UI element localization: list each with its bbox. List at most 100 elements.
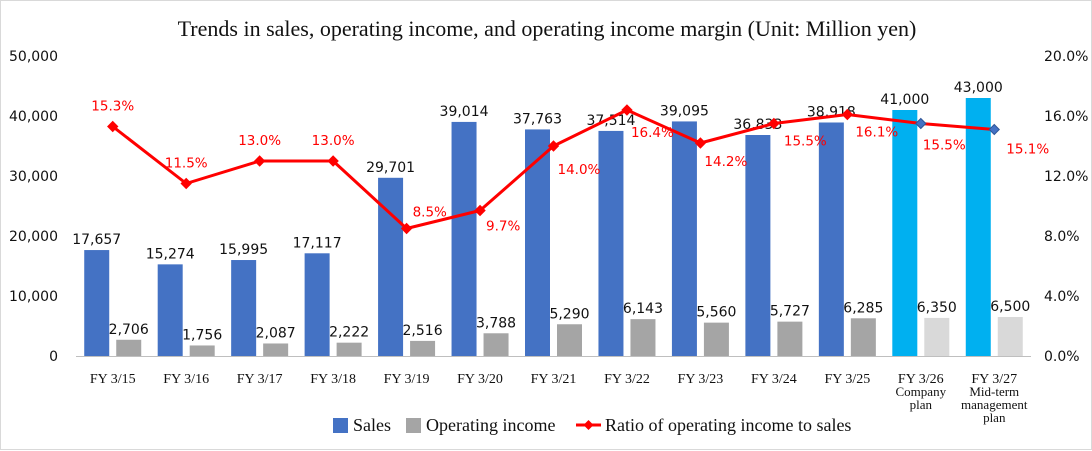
sales-data-label: 17,657 [72, 232, 121, 248]
chart-title: Trends in sales, operating income, and o… [178, 16, 917, 41]
sales-bar [231, 260, 257, 356]
operating-income-data-label: 6,500 [990, 299, 1030, 315]
sales-bar [451, 121, 477, 356]
ratio-marker [621, 104, 633, 116]
ratio-data-label: 14.2% [704, 154, 747, 170]
sales-bar [525, 129, 550, 356]
legend-label-operating-income: Operating income [426, 415, 555, 435]
x-tick-label: FY 3/24 [751, 372, 797, 387]
x-tick-label: FY 3/22 [604, 372, 650, 387]
ratio-marker [474, 204, 486, 217]
ratio-marker [768, 117, 780, 130]
y-left-tick-label: 30,000 [9, 169, 58, 185]
operating-income-bar [924, 317, 950, 356]
sales-data-label: 15,274 [146, 246, 195, 262]
sales-bar [304, 253, 330, 356]
sales-bar [598, 130, 624, 356]
operating-income-data-label: 6,350 [917, 300, 957, 316]
sales-bar [818, 122, 844, 356]
ratio-marker [400, 222, 413, 235]
sales-bar [745, 135, 771, 356]
operating-income-bar [557, 324, 582, 356]
operating-income-data-label: 2,222 [329, 325, 369, 341]
ratio-marker [694, 137, 707, 149]
ratio-data-label: 16.4% [631, 125, 674, 141]
x-tick-label: FY 3/18 [310, 372, 356, 387]
ratio-data-label: 8.5% [413, 205, 447, 221]
operating-income-data-label: 6,143 [623, 301, 663, 317]
operating-income-data-label: 2,087 [256, 325, 296, 341]
x-tick-label: plan [983, 410, 1006, 425]
legend-swatch-sales [333, 418, 348, 433]
operating-income-data-label: 2,706 [109, 322, 149, 338]
operating-income-data-label: 3,788 [476, 315, 516, 331]
operating-income-data-label: 1,756 [182, 327, 222, 343]
operating-income-data-label: 2,516 [403, 323, 443, 339]
ratio-data-label: 13.0% [238, 133, 281, 149]
sales-data-label: 39,014 [440, 104, 489, 120]
x-tick-label: FY 3/26 [898, 372, 944, 387]
x-tick-label: FY 3/21 [531, 372, 577, 387]
operating-income-bar [777, 321, 803, 356]
x-tick-label: FY 3/16 [163, 372, 209, 387]
sales-bar [892, 110, 918, 356]
x-tick-label: FY 3/17 [237, 372, 283, 387]
operating-income-data-label: 5,290 [549, 306, 589, 322]
y-left-tick-label: 0 [49, 349, 58, 365]
operating-income-bar [263, 343, 289, 356]
sales-data-label: 15,995 [219, 242, 268, 258]
x-tick-label: FY 3/25 [824, 372, 870, 387]
legend-label-sales: Sales [353, 415, 391, 435]
y-right-tick-label: 0.0% [1044, 349, 1080, 365]
y-right-tick-label: 8.0% [1044, 229, 1080, 245]
x-axis-labels: FY 3/15 FY 3/16 FY 3/17 FY 3/18 FY 3/19 FY 3/… [90, 372, 1028, 425]
x-tick-label: FY 3/20 [457, 372, 503, 387]
operating-income-bar [410, 340, 436, 356]
sales-data-label: 39,095 [660, 103, 709, 119]
operating-income-data-label: 5,727 [770, 304, 810, 320]
ratio-data-label: 15.5% [784, 134, 827, 150]
x-tick-label: management [961, 397, 1028, 412]
y-axis-left: 0 10,000 20,000 30,000 40,000 50,000 [9, 49, 58, 365]
x-tick-label: FY 3/23 [678, 372, 724, 387]
x-tick-label: FY 3/19 [384, 372, 430, 387]
ratio-marker [107, 120, 119, 133]
sales-data-label: 37,763 [513, 111, 562, 127]
operating-income-data-label: 6,285 [843, 300, 883, 316]
sales-data-label: 17,117 [293, 235, 342, 251]
y-left-tick-label: 20,000 [9, 229, 58, 245]
ratio-line-series: 15.3% 11.5% 13.0% 13.0% 8.5% 9.7% 14.0% 16.4% 14… [91, 99, 1049, 235]
x-tick-label: plan [910, 397, 933, 412]
ratio-data-label: 15.3% [91, 99, 134, 115]
y-axis-right: 0.0% 4.0% 8.0% 12.0% 16.0% 20.0% [1044, 49, 1088, 365]
y-left-tick-label: 10,000 [9, 289, 58, 305]
x-tick-label: FY 3/15 [90, 372, 136, 387]
sales-data-label: 43,000 [954, 80, 1003, 96]
ratio-data-label: 16.1% [855, 125, 898, 141]
sales-bar [671, 121, 697, 357]
sales-data-label: 29,701 [366, 160, 415, 176]
legend: Sales Operating income Ratio of operating … [333, 415, 851, 435]
operating-income-bar [997, 317, 1023, 356]
ratio-marker [841, 108, 854, 121]
operating-income-bar [703, 322, 729, 356]
ratio-data-label: 9.7% [486, 219, 520, 235]
operating-income-data-label: 5,560 [696, 305, 736, 321]
bar-series: 17,657 2,706 15,274 1,756 15,995 2,087 17,117 2… [72, 80, 1030, 357]
ratio-marker [253, 155, 266, 167]
legend-label-ratio: Ratio of operating income to sales [605, 415, 851, 435]
legend-swatch-operating-income [406, 418, 421, 433]
ratio-marker [180, 177, 192, 190]
x-tick-label: Company [896, 384, 947, 399]
operating-income-bar [116, 339, 142, 356]
ratio-marker [547, 140, 560, 152]
sales-data-label: 41,000 [880, 92, 929, 108]
sales-bar [965, 98, 991, 356]
operating-income-bar [189, 345, 215, 356]
y-right-tick-label: 20.0% [1044, 49, 1088, 65]
ratio-marker [988, 123, 1000, 136]
ratio-data-label: 13.0% [312, 133, 355, 149]
ratio-data-label: 11.5% [165, 156, 208, 172]
